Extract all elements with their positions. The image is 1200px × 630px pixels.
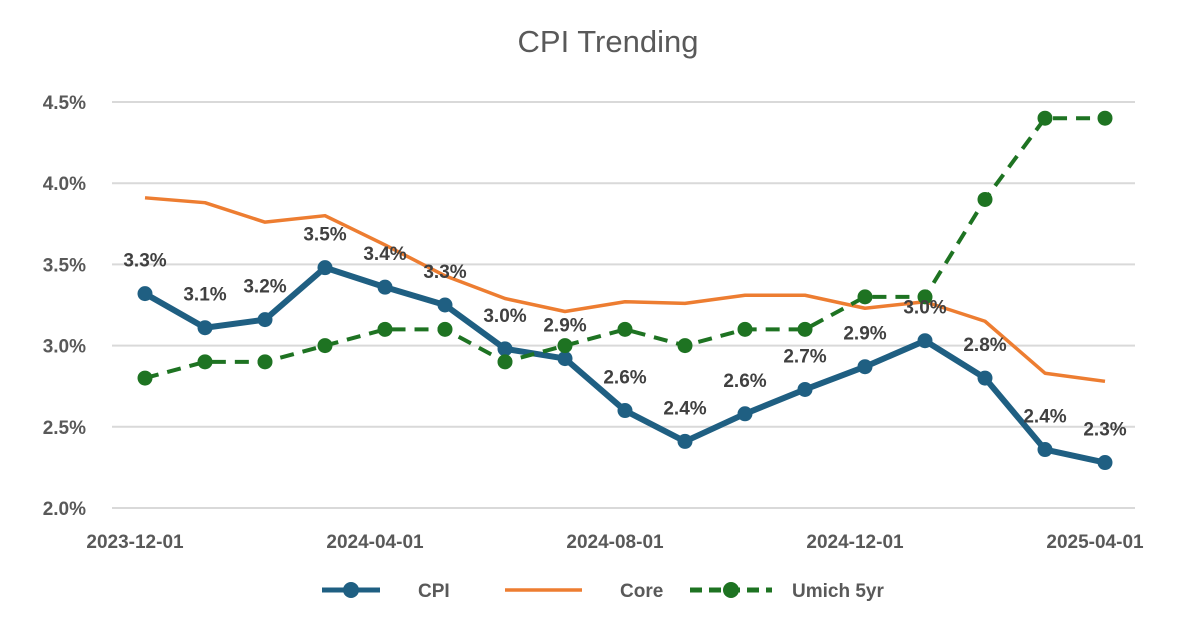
data-point	[677, 338, 693, 354]
data-label: 3.3%	[423, 262, 466, 283]
data-label: 3.5%	[303, 225, 346, 246]
data-point	[1037, 442, 1053, 458]
data-label: 3.3%	[123, 251, 166, 272]
data-point	[377, 279, 393, 295]
data-point	[317, 338, 333, 354]
x-tick-label: 2023-12-01	[86, 532, 184, 553]
data-label: 3.4%	[363, 244, 406, 265]
data-point	[1097, 110, 1113, 126]
data-point	[797, 381, 813, 397]
data-label: 2.6%	[723, 371, 766, 392]
data-point	[197, 354, 213, 370]
data-point	[617, 403, 633, 419]
data-point	[437, 321, 453, 337]
data-label: 2.4%	[663, 398, 706, 419]
data-point	[317, 260, 333, 276]
y-tick-label: 4.0%	[43, 174, 86, 195]
legend-label: Core	[620, 581, 663, 602]
chart-title: CPI Trending	[518, 24, 699, 59]
data-point	[137, 370, 153, 386]
data-point	[977, 370, 993, 386]
data-label: 2.8%	[963, 335, 1006, 356]
data-point	[917, 333, 933, 349]
data-point	[1037, 110, 1053, 126]
series-line-umich-5yr	[144, 116, 1105, 381]
series-line-core	[144, 196, 1106, 384]
data-label: 3.2%	[243, 277, 286, 298]
x-tick-label: 2024-08-01	[566, 532, 664, 553]
y-tick-label: 3.0%	[43, 337, 86, 358]
data-label: 2.9%	[543, 316, 586, 337]
data-label: 2.6%	[603, 368, 646, 389]
legend-label: Umich 5yr	[792, 581, 884, 602]
data-point	[197, 320, 213, 336]
data-point	[917, 289, 933, 305]
data-point	[497, 354, 513, 370]
y-tick-label: 3.5%	[43, 255, 86, 276]
data-label: 2.9%	[843, 324, 886, 345]
data-label: 2.7%	[783, 346, 826, 367]
data-point	[377, 321, 393, 337]
data-label: 3.0%	[483, 306, 526, 327]
data-label: 3.0%	[903, 298, 946, 319]
legend-marker	[343, 582, 359, 598]
data-point	[257, 312, 273, 328]
data-point	[257, 354, 273, 370]
data-point	[137, 286, 153, 302]
data-point	[737, 321, 753, 337]
y-tick-label: 2.0%	[43, 499, 86, 520]
y-tick-label: 2.5%	[43, 418, 86, 439]
data-point	[857, 359, 873, 375]
data-point	[737, 406, 753, 422]
data-point	[437, 297, 453, 313]
data-point	[617, 321, 633, 337]
data-point	[557, 338, 573, 354]
data-point	[857, 289, 873, 305]
data-point	[1097, 455, 1113, 471]
data-label: 2.3%	[1083, 420, 1126, 441]
data-point	[977, 191, 993, 207]
legend-label: CPI	[418, 581, 450, 602]
x-tick-label: 2024-12-01	[806, 532, 904, 553]
data-point	[497, 341, 513, 357]
legend-item-umich-5yr: Umich 5yr	[690, 581, 884, 602]
legend-marker	[723, 582, 739, 598]
x-tick-label: 2025-04-01	[1046, 532, 1144, 553]
legend-item-core: Core	[505, 581, 663, 602]
y-tick-label: 4.5%	[43, 93, 86, 114]
data-label: 3.1%	[183, 285, 226, 306]
data-point	[677, 433, 693, 449]
data-point	[797, 321, 813, 337]
x-tick-label: 2024-04-01	[326, 532, 424, 553]
data-point	[557, 351, 573, 367]
data-label: 2.4%	[1023, 407, 1066, 428]
series-line-cpi	[143, 264, 1106, 466]
legend-item-cpi: CPI	[322, 581, 450, 602]
